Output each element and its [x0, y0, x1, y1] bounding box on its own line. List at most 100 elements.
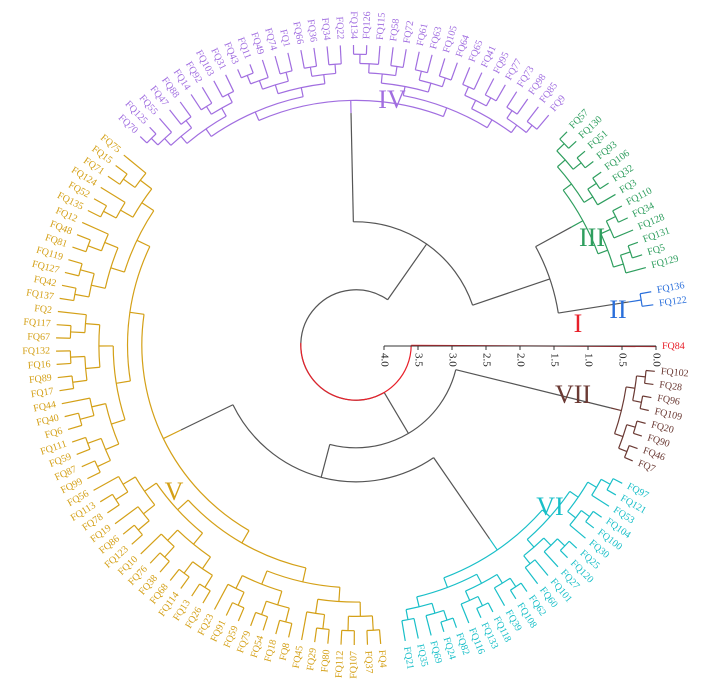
cluster-arc [211, 101, 233, 115]
cluster-arc [510, 582, 522, 591]
cluster-arc [105, 403, 120, 445]
cluster-arc [618, 424, 628, 449]
cluster-branch [87, 209, 101, 218]
cluster-branch [559, 131, 568, 140]
cluster-branch [473, 72, 483, 90]
cluster-branch [76, 448, 91, 456]
cluster-branch [493, 587, 506, 606]
cluster-branch [523, 555, 531, 565]
cluster-branch [624, 456, 633, 462]
cluster-branch [120, 209, 134, 218]
cluster-arc [118, 476, 129, 493]
cluster-branch [462, 67, 471, 85]
scale-tick-label: 0.5 [616, 353, 628, 367]
cluster-branch [99, 493, 113, 503]
cluster-branch [425, 615, 432, 636]
cluster-branch [626, 386, 635, 389]
leaf-label: FQ5 [646, 242, 666, 258]
cluster-arc [192, 561, 213, 576]
leaf-label: FQ1 [277, 28, 292, 48]
leaf-label: FQ40 [35, 413, 60, 429]
cluster-branch [506, 110, 513, 119]
cluster-branch [204, 574, 213, 588]
leaf-label: FQ7 [636, 458, 657, 475]
cluster-branch [70, 355, 85, 358]
backbone-vii-vi-v [320, 444, 331, 478]
cluster-branch [137, 520, 150, 531]
cluster-branch [59, 387, 74, 392]
cluster-branch [225, 602, 234, 616]
cluster-stem [489, 538, 498, 551]
cluster-arc [543, 538, 558, 553]
cluster-branch [129, 311, 145, 315]
backbone-vii-vi-v-arc [329, 369, 457, 449]
cluster-branch [179, 101, 192, 118]
cluster-branch [606, 489, 617, 496]
cluster-branch [180, 135, 188, 144]
backbone-vi-v [433, 457, 491, 540]
leaf-label: FQ80 [319, 649, 332, 673]
leaf-label: FQ137 [25, 287, 54, 302]
cluster-branch [543, 551, 559, 568]
cluster-branch [323, 74, 326, 84]
cluster-arc [613, 386, 627, 434]
cluster-branch [418, 71, 422, 81]
cluster-branch [61, 397, 90, 405]
cluster-branch [261, 570, 268, 585]
cluster-branch [377, 45, 381, 65]
cluster-arc [69, 350, 72, 364]
cluster-branch [402, 49, 407, 68]
cluster-branch [56, 362, 71, 365]
backbone-vii-vi-v [455, 369, 612, 409]
cluster-arc [279, 70, 293, 75]
cluster-arc [241, 72, 254, 79]
scale-tick-label: 0.0 [650, 353, 662, 367]
cluster-branch [450, 62, 458, 81]
leaf-label: FQ16 [28, 359, 51, 371]
cluster-branch [237, 69, 242, 79]
cluster-branch [583, 196, 594, 203]
leaf-label: FQ122 [658, 295, 687, 310]
cluster-branch [177, 499, 189, 511]
cluster-branch [443, 577, 449, 588]
cluster-arc [133, 524, 143, 536]
leaf-label: FQ29 [305, 647, 319, 671]
cluster-arc [177, 529, 211, 558]
scale-tick-label: 1.5 [548, 353, 560, 367]
cluster-branch [302, 567, 307, 583]
cluster-branch [56, 324, 72, 327]
cluster-branch [301, 611, 308, 641]
cluster-arc [199, 583, 211, 592]
cluster-branch [636, 375, 646, 378]
cluster-branch [612, 478, 623, 484]
backbone-iii-ii [535, 226, 572, 248]
cluster-branch [627, 241, 639, 247]
cluster-arc [170, 127, 192, 146]
cluster-branch [205, 128, 212, 137]
cluster-arc [155, 482, 203, 534]
cluster-branch [249, 64, 254, 74]
cluster-branch [104, 241, 119, 249]
cluster-arc [639, 395, 644, 409]
cluster-branch [405, 609, 409, 620]
cluster-branch [111, 419, 126, 425]
cluster-branch [123, 154, 147, 174]
cluster-branch [81, 221, 109, 235]
cluster-branch [645, 369, 655, 372]
cluster-arc [632, 420, 638, 434]
cluster-arc [123, 210, 155, 273]
cluster-arc [425, 609, 444, 617]
cluster-branch [115, 491, 129, 501]
cluster-branch [440, 621, 445, 633]
cluster-branch [487, 602, 494, 613]
distance-scale: 4.0 3.5 3.0 2.5 2.0 1.5 1.0 0.5 0.0 [378, 345, 662, 367]
leaf-label: FQ42 [33, 274, 58, 289]
leaf-label: FQ136 [656, 280, 685, 296]
backbone-iv-iii-ii [472, 278, 551, 306]
cluster-branch [57, 310, 87, 316]
cluster-arc [132, 188, 153, 218]
cluster-branch [626, 424, 636, 428]
cluster-branch [201, 556, 211, 570]
cluster-branch [438, 58, 446, 77]
cluster-branch [416, 596, 420, 607]
